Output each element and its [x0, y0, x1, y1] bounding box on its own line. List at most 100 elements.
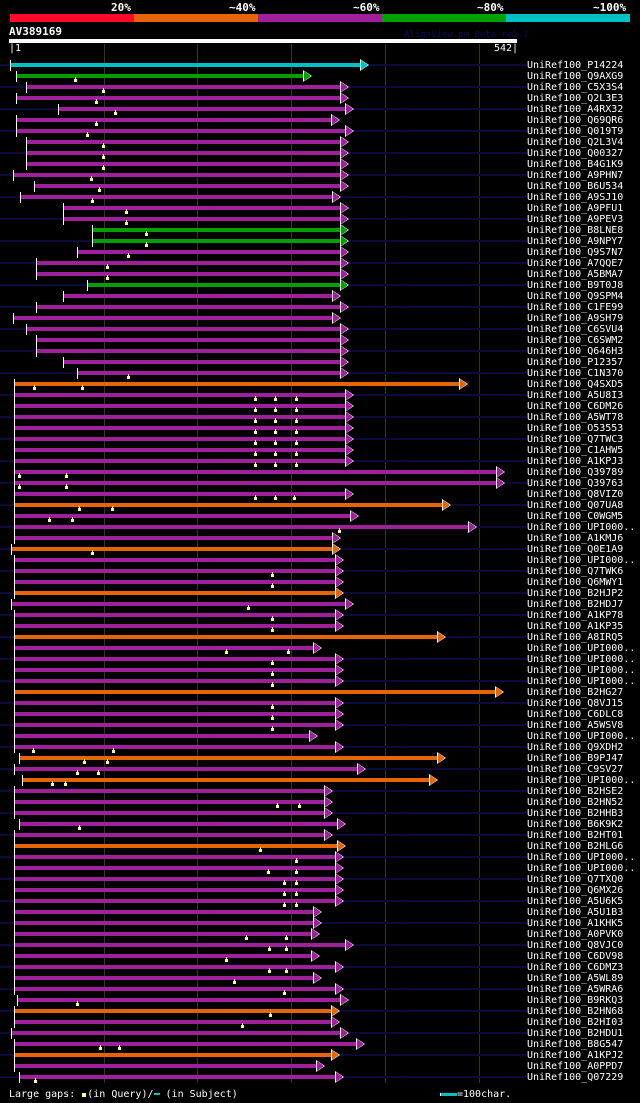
hit-label[interactable]: UniRef100_Q019T9: [527, 126, 624, 137]
alignment-bar[interactable]: [14, 624, 335, 628]
hit-row[interactable]: UniRef100_Q9XDH2: [0, 741, 640, 753]
alignment-bar[interactable]: [34, 184, 340, 188]
hit-row[interactable]: UniRef100_Q8VJC0: [0, 939, 640, 951]
hit-row[interactable]: UniRef100_A9PFU1: [0, 202, 640, 214]
alignment-bar[interactable]: [16, 74, 303, 78]
alignment-bar[interactable]: [14, 382, 459, 386]
alignment-bar[interactable]: [63, 294, 332, 298]
alignment-bar[interactable]: [11, 547, 332, 551]
hit-label[interactable]: UniRef100_Q0E1A9: [527, 544, 624, 555]
hit-row[interactable]: UniRef100_Q019T9: [0, 125, 640, 137]
hit-label[interactable]: UniRef100_C9SV27: [527, 764, 624, 775]
alignment-bar[interactable]: [14, 943, 345, 947]
hit-row[interactable]: UniRef100_B2HDU1: [0, 1027, 640, 1039]
hit-label[interactable]: UniRef100_A7QQE7: [527, 258, 624, 269]
hit-label[interactable]: UniRef100_UPI000..: [527, 775, 636, 786]
alignment-bar[interactable]: [14, 503, 442, 507]
hit-label[interactable]: UniRef100_B2HSE2: [527, 786, 624, 797]
hit-row[interactable]: UniRef100_Q7TWK6: [0, 565, 640, 577]
alignment-bar[interactable]: [14, 844, 337, 848]
alignment-bar[interactable]: [20, 195, 332, 199]
hit-label[interactable]: UniRef100_UPI000..: [527, 665, 636, 676]
alignment-bar[interactable]: [14, 734, 309, 738]
hit-row[interactable]: UniRef100_A5WL89: [0, 972, 640, 984]
hit-label[interactable]: UniRef100_Q4SXD5: [527, 379, 624, 390]
hit-label[interactable]: UniRef100_A1KPJ2: [527, 1050, 624, 1061]
alignment-bar[interactable]: [19, 822, 337, 826]
alignment-bar[interactable]: [92, 239, 340, 243]
hit-label[interactable]: UniRef100_Q9S7N7: [527, 247, 624, 258]
alignment-bar[interactable]: [22, 778, 429, 782]
alignment-bar[interactable]: [14, 712, 335, 716]
hit-label[interactable]: UniRef100_Q6MX26: [527, 885, 624, 896]
alignment-bar[interactable]: [14, 1053, 331, 1057]
hit-row[interactable]: UniRef100_C6DV98: [0, 950, 640, 962]
alignment-bar[interactable]: [14, 767, 357, 771]
hit-row[interactable]: UniRef100_Q39789: [0, 466, 640, 478]
hit-label[interactable]: UniRef100_B2HT01: [527, 830, 624, 841]
hit-row[interactable]: UniRef100_C1FE99: [0, 301, 640, 313]
hit-label[interactable]: UniRef100_C6DMZ3: [527, 962, 624, 973]
alignment-bar[interactable]: [77, 371, 340, 375]
alignment-bar[interactable]: [63, 206, 340, 210]
alignment-bar[interactable]: [14, 723, 335, 727]
alignment-bar[interactable]: [14, 415, 345, 419]
hit-label[interactable]: UniRef100_A5U1B3: [527, 907, 624, 918]
alignment-bar[interactable]: [14, 459, 345, 463]
alignment-bar[interactable]: [14, 855, 335, 859]
alignment-bar[interactable]: [14, 492, 345, 496]
alignment-bar[interactable]: [14, 679, 335, 683]
hit-label[interactable]: UniRef100_A5WL89: [527, 973, 624, 984]
hit-row[interactable]: UniRef100_C6SWM2: [0, 334, 640, 346]
hit-row[interactable]: UniRef100_A5U6K5: [0, 895, 640, 907]
hit-row[interactable]: UniRef100_A5WRA6: [0, 983, 640, 995]
hit-label[interactable]: UniRef100_B6U534: [527, 181, 624, 192]
hit-label[interactable]: UniRef100_A9PEV3: [527, 214, 624, 225]
hit-label[interactable]: UniRef100_B9T0J8: [527, 280, 624, 291]
hit-label[interactable]: UniRef100_Q69QR6: [527, 115, 624, 126]
hit-row[interactable]: UniRef100_A0PVK0: [0, 928, 640, 940]
hit-row[interactable]: UniRef100_B8LNE8: [0, 224, 640, 236]
alignment-bar[interactable]: [14, 426, 345, 430]
hit-row[interactable]: UniRef100_Q9SPM4: [0, 290, 640, 302]
hit-row[interactable]: UniRef100_P12357: [0, 356, 640, 368]
hit-row[interactable]: UniRef100_C9SV27: [0, 763, 640, 775]
hit-row[interactable]: UniRef100_Q07UA8: [0, 499, 640, 511]
hit-label[interactable]: UniRef100_Q00327: [527, 148, 624, 159]
hit-row[interactable]: UniRef100_A9PHN7: [0, 169, 640, 181]
alignment-bar[interactable]: [19, 1075, 335, 1079]
hit-label[interactable]: UniRef100_Q39763: [527, 478, 624, 489]
alignment-bar[interactable]: [14, 1020, 331, 1024]
hit-label[interactable]: UniRef100_Q2L3E3: [527, 93, 624, 104]
alignment-bar[interactable]: [13, 316, 332, 320]
hit-label[interactable]: UniRef100_C5X3S4: [527, 82, 624, 93]
alignment-bar[interactable]: [14, 1064, 316, 1068]
hit-row[interactable]: UniRef100_A9PEV3: [0, 213, 640, 225]
hit-row[interactable]: UniRef100_Q4SXD5: [0, 378, 640, 390]
alignment-bar[interactable]: [36, 305, 340, 309]
hit-row[interactable]: UniRef100_A1KP35: [0, 620, 640, 632]
alignment-bar[interactable]: [14, 536, 332, 540]
hit-label[interactable]: UniRef100_A4RX32: [527, 104, 624, 115]
hit-label[interactable]: UniRef100_B9RKQ3: [527, 995, 624, 1006]
hit-label[interactable]: UniRef100_UPI000..: [527, 676, 636, 687]
alignment-bar[interactable]: [36, 272, 340, 276]
alignment-bar[interactable]: [14, 481, 496, 485]
hit-label[interactable]: UniRef100_Q8VIZ0: [527, 489, 624, 500]
hit-row[interactable]: UniRef100_A7QQE7: [0, 257, 640, 269]
alignment-bar[interactable]: [92, 228, 340, 232]
hit-label[interactable]: UniRef100_Q7TXQ0: [527, 874, 624, 885]
alignment-bar[interactable]: [14, 976, 313, 980]
hit-row[interactable]: UniRef100_B9PJ47: [0, 752, 640, 764]
hit-row[interactable]: UniRef100_Q0E1A9: [0, 543, 640, 555]
alignment-bar[interactable]: [10, 63, 360, 67]
hit-label[interactable]: UniRef100_UPI000..: [527, 654, 636, 665]
hit-label[interactable]: UniRef100_C6DM26: [527, 401, 624, 412]
hit-row[interactable]: UniRef100_Q69QR6: [0, 114, 640, 126]
hit-label[interactable]: UniRef100_Q07229: [527, 1072, 624, 1083]
hit-row[interactable]: UniRef100_P14224: [0, 59, 640, 71]
hit-label[interactable]: UniRef100_B2HN52: [527, 797, 624, 808]
alignment-bar[interactable]: [26, 151, 340, 155]
alignment-bar[interactable]: [14, 558, 335, 562]
hit-label[interactable]: UniRef100_P12357: [527, 357, 624, 368]
